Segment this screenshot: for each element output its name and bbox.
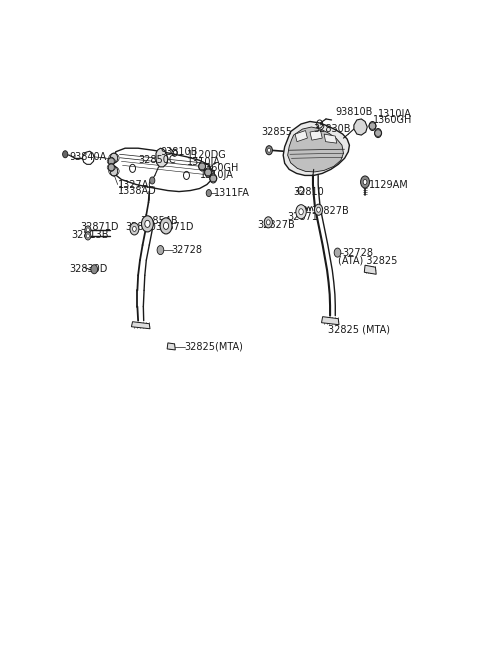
Text: 32825 (MTA): 32825 (MTA): [328, 325, 390, 335]
Text: 32871D: 32871D: [155, 223, 193, 233]
Circle shape: [142, 215, 154, 232]
Circle shape: [108, 157, 114, 165]
Polygon shape: [288, 127, 344, 172]
Circle shape: [62, 151, 68, 158]
Circle shape: [150, 177, 155, 184]
Circle shape: [108, 163, 114, 172]
Text: 1311FA: 1311FA: [215, 188, 250, 198]
Text: (ATA) 32825: (ATA) 32825: [338, 255, 397, 265]
Text: 32830B: 32830B: [313, 124, 350, 134]
Circle shape: [145, 220, 150, 227]
Circle shape: [91, 265, 97, 274]
Circle shape: [85, 226, 91, 234]
Circle shape: [110, 153, 118, 163]
Circle shape: [264, 217, 273, 228]
Circle shape: [85, 232, 91, 240]
Circle shape: [130, 223, 139, 235]
Text: 32850C: 32850C: [138, 155, 176, 165]
Text: 1310JA: 1310JA: [200, 170, 233, 180]
Polygon shape: [354, 119, 367, 135]
Circle shape: [86, 234, 89, 238]
Circle shape: [210, 174, 216, 183]
Text: 1310JA: 1310JA: [378, 109, 412, 119]
Polygon shape: [167, 343, 175, 350]
Text: 1338AD: 1338AD: [118, 186, 156, 196]
Circle shape: [317, 207, 321, 212]
Circle shape: [160, 218, 172, 234]
Text: 32871: 32871: [287, 212, 318, 222]
Polygon shape: [364, 265, 376, 274]
Circle shape: [132, 227, 136, 231]
Circle shape: [86, 228, 89, 232]
Text: 32820: 32820: [125, 223, 156, 233]
Text: 32827B: 32827B: [257, 220, 295, 230]
Text: 32854B: 32854B: [140, 216, 178, 226]
Circle shape: [375, 128, 382, 138]
Polygon shape: [156, 148, 168, 167]
Text: 1360GH: 1360GH: [200, 163, 239, 174]
Polygon shape: [324, 134, 337, 143]
Circle shape: [360, 176, 370, 188]
Polygon shape: [322, 316, 339, 325]
Text: 1120DG: 1120DG: [186, 150, 226, 160]
Polygon shape: [295, 130, 307, 141]
Polygon shape: [132, 322, 150, 329]
Circle shape: [369, 121, 376, 130]
Text: 1129AM: 1129AM: [369, 179, 408, 189]
Circle shape: [266, 145, 273, 155]
Text: 1327AC: 1327AC: [118, 179, 156, 189]
Circle shape: [204, 168, 211, 177]
Text: 32827B: 32827B: [311, 206, 349, 215]
Circle shape: [163, 222, 168, 229]
Circle shape: [314, 204, 323, 215]
Text: 93840A: 93840A: [69, 152, 107, 162]
Text: 32728: 32728: [172, 245, 203, 255]
Circle shape: [299, 209, 303, 215]
Polygon shape: [310, 130, 322, 140]
Circle shape: [110, 166, 118, 176]
Circle shape: [267, 148, 271, 152]
Text: 32728: 32728: [343, 248, 374, 257]
Text: 1310JA: 1310JA: [186, 157, 220, 167]
Circle shape: [266, 220, 270, 225]
Text: 32855: 32855: [261, 126, 292, 136]
Text: 32825(MTA): 32825(MTA): [185, 342, 243, 352]
Circle shape: [363, 179, 367, 185]
Circle shape: [157, 246, 164, 255]
Text: 32871D: 32871D: [81, 223, 119, 233]
Polygon shape: [283, 121, 349, 176]
Circle shape: [206, 189, 211, 196]
Text: 32830D: 32830D: [69, 264, 108, 274]
Text: 32813B: 32813B: [71, 230, 108, 240]
Text: 93810B: 93810B: [335, 107, 372, 117]
Circle shape: [296, 204, 306, 219]
Text: 1360GH: 1360GH: [372, 115, 412, 126]
Circle shape: [199, 162, 205, 171]
Text: 32810: 32810: [294, 187, 324, 197]
Circle shape: [334, 248, 341, 257]
Text: 93810B: 93810B: [160, 147, 198, 157]
